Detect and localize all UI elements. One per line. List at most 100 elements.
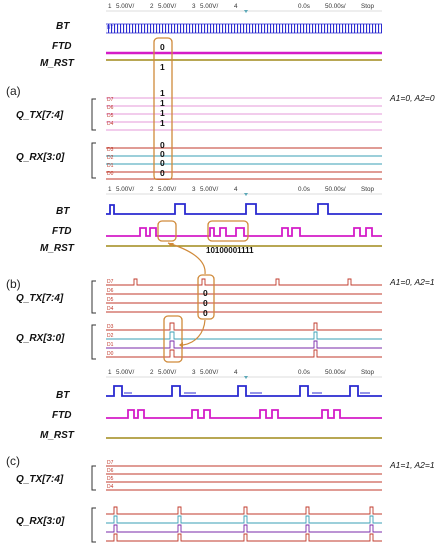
ch3-label: 3 bbox=[192, 369, 196, 376]
d2-tag: D2 bbox=[107, 155, 114, 161]
scope-screen-c: 1 5.00V/ 2 5.00V/ 3 5.00V/ 4 0.0s 50.00s… bbox=[91, 369, 382, 543]
d6-tag: D6 bbox=[107, 468, 114, 474]
ftd-bit-a: 0 bbox=[160, 42, 165, 52]
q-rx-bracket-a bbox=[91, 142, 96, 179]
ftd-highlight-box-b bbox=[157, 220, 177, 242]
rx-bit-a-0: 0 bbox=[160, 140, 165, 150]
time-offset: 0.0s bbox=[298, 186, 310, 193]
d0-tag: D0 bbox=[107, 171, 114, 177]
tx-bit-b-1: 0 bbox=[203, 298, 208, 308]
rx-highlight-box-b bbox=[163, 315, 183, 363]
d4-tag: D4 bbox=[107, 306, 114, 312]
q-rx-bracket-b bbox=[91, 324, 96, 360]
ftd-sequence-b: 10100001111 bbox=[206, 246, 254, 255]
q-rx-traces-b bbox=[106, 322, 382, 358]
panel-letter-a: (a) bbox=[6, 84, 21, 98]
ftd-trace-c bbox=[106, 409, 382, 419]
d4-tag: D4 bbox=[107, 484, 114, 490]
bt-trace-a bbox=[106, 23, 382, 34]
q-tx-label-c: Q_TX[7:4] bbox=[16, 474, 64, 485]
d6-tag: D6 bbox=[107, 105, 114, 111]
ch4-label: 4 bbox=[234, 3, 238, 10]
tx-bit-b-2: 0 bbox=[203, 308, 208, 318]
d1-tag: D1 bbox=[107, 342, 114, 348]
rx-bit-a-1: 0 bbox=[160, 149, 165, 159]
ch1-label: 1 bbox=[108, 3, 112, 10]
m-rst-label-c: M_RST bbox=[40, 430, 74, 441]
panel-letter-b: (b) bbox=[6, 277, 21, 291]
tx-bit-a-3: 1 bbox=[160, 118, 165, 128]
ftd-label-c: FTD bbox=[52, 410, 72, 421]
q-tx-bracket-b bbox=[91, 280, 96, 314]
scope-header-c: 1 5.00V/ 2 5.00V/ 3 5.00V/ 4 0.0s 50.00s… bbox=[108, 369, 374, 379]
q-tx-bracket-a bbox=[91, 98, 96, 131]
d0-tag: D0 bbox=[107, 351, 114, 357]
ch1-scale: 5.00V/ bbox=[116, 369, 134, 376]
q-rx-traces-c bbox=[106, 506, 382, 542]
bt-trace-c bbox=[106, 385, 382, 397]
run-state: Stop bbox=[361, 186, 374, 193]
q-rx-traces-a bbox=[106, 147, 382, 180]
arrow-head-icon bbox=[179, 342, 183, 348]
d7-tag: D7 bbox=[107, 460, 114, 466]
bt-channel-tag: BT bbox=[107, 25, 113, 31]
d5-tag: D5 bbox=[107, 113, 114, 119]
timebase: 50.00s/ bbox=[325, 369, 346, 376]
trigger-marker-icon bbox=[244, 10, 248, 13]
bt-label-c: BT bbox=[56, 390, 70, 401]
scope-header-b: 1 5.00V/ 2 5.00V/ 3 5.00V/ 4 0.0s 50.00s… bbox=[108, 186, 374, 196]
ftd-sequence-box-b bbox=[207, 220, 249, 242]
panel-letter-c: (c) bbox=[6, 454, 20, 468]
d7-tag: D7 bbox=[107, 279, 114, 285]
sample-highlight-box-a bbox=[153, 37, 173, 180]
m-rst-label-a: M_RST bbox=[40, 58, 74, 69]
time-offset: 0.0s bbox=[298, 3, 310, 10]
ch3-scale: 5.00V/ bbox=[200, 186, 218, 193]
ftd-label-a: FTD bbox=[52, 41, 72, 52]
tx-bit-a-2: 1 bbox=[160, 108, 165, 118]
q-rx-label-a: Q_RX[3:0] bbox=[16, 152, 65, 163]
ch3-label: 3 bbox=[192, 186, 196, 193]
ftd-trace-b bbox=[106, 227, 382, 237]
condition-a: A1=0, A2=0 bbox=[390, 93, 435, 103]
ch2-scale: 5.00V/ bbox=[158, 3, 176, 10]
tx-bit-b-0: 0 bbox=[203, 288, 208, 298]
q-tx-bracket-c bbox=[91, 465, 96, 491]
ch4-label: 4 bbox=[234, 369, 238, 376]
rx-bit-a-3: 0 bbox=[160, 168, 165, 178]
ch1-scale: 5.00V/ bbox=[116, 186, 134, 193]
ftd-label-b: FTD bbox=[52, 226, 72, 237]
ch1-label: 1 bbox=[108, 186, 112, 193]
ch2-label: 2 bbox=[150, 369, 154, 376]
trigger-marker-icon bbox=[244, 376, 248, 379]
bt-trace-b bbox=[106, 203, 382, 215]
d7-tag: D7 bbox=[107, 97, 114, 103]
link-arrow-lower-b bbox=[182, 319, 206, 346]
tx-bit-a-0: 1 bbox=[160, 88, 165, 98]
d5-tag: D5 bbox=[107, 297, 114, 303]
arrow-head-icon bbox=[168, 243, 174, 247]
q-rx-label-c: Q_RX[3:0] bbox=[16, 516, 65, 527]
run-state: Stop bbox=[361, 369, 374, 376]
ch2-label: 2 bbox=[150, 186, 154, 193]
d4-tag: D4 bbox=[107, 121, 114, 127]
d3-tag: D3 bbox=[107, 324, 114, 330]
scope-header-a: 1 5.00V/ 2 5.00V/ 3 5.00V/ 4 0.0s 50.00s… bbox=[108, 3, 374, 13]
time-offset: 0.0s bbox=[298, 369, 310, 376]
scope-screen-b: 1 5.00V/ 2 5.00V/ 3 5.00V/ 4 0.0s 50.00s… bbox=[91, 186, 382, 363]
run-state: Stop bbox=[361, 3, 374, 10]
panel-a: 1 5.00V/ 2 5.00V/ 3 5.00V/ 4 0.0s 50.00s… bbox=[0, 0, 440, 180]
q-tx-traces-b bbox=[106, 278, 382, 313]
condition-b: A1=0, A2=1 bbox=[390, 277, 435, 287]
ch2-scale: 5.00V/ bbox=[158, 369, 176, 376]
q-tx-traces-a bbox=[106, 97, 382, 131]
q-rx-bracket-c bbox=[91, 507, 96, 543]
d3-tag: D3 bbox=[107, 147, 114, 153]
bt-label-a: BT bbox=[56, 21, 70, 32]
d2-tag: D2 bbox=[107, 333, 114, 339]
ch3-scale: 5.00V/ bbox=[200, 3, 218, 10]
ch2-scale: 5.00V/ bbox=[158, 186, 176, 193]
m-rst-label-b: M_RST bbox=[40, 243, 74, 254]
timebase: 50.00s/ bbox=[325, 3, 346, 10]
ch2-label: 2 bbox=[150, 3, 154, 10]
